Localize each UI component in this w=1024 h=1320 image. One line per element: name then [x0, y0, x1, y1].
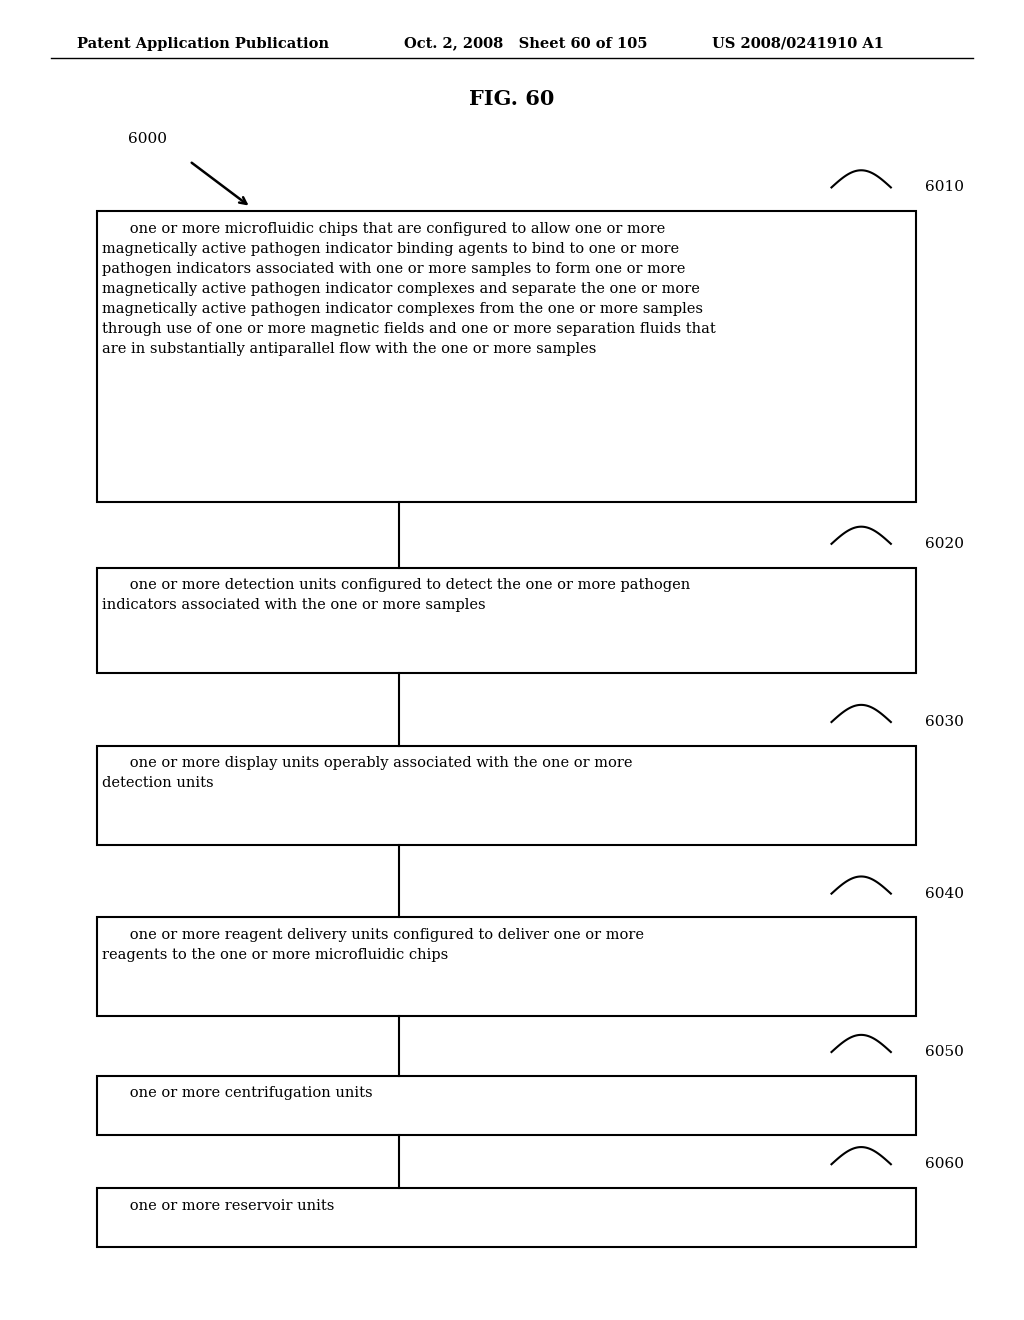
Bar	[97, 1076, 916, 1135]
Text: 6060: 6060	[925, 1158, 964, 1171]
Bar	[97, 746, 916, 845]
Text: 6040: 6040	[925, 887, 964, 900]
Text: Patent Application Publication: Patent Application Publication	[77, 37, 329, 50]
Bar	[97, 211, 916, 502]
Text: 6000: 6000	[128, 132, 167, 145]
Text: Oct. 2, 2008   Sheet 60 of 105: Oct. 2, 2008 Sheet 60 of 105	[404, 37, 648, 50]
Text: 6030: 6030	[925, 715, 964, 729]
Text: US 2008/0241910 A1: US 2008/0241910 A1	[712, 37, 884, 50]
Bar	[97, 1188, 916, 1247]
Text: 6010: 6010	[925, 181, 964, 194]
Text: one or more display units operably associated with the one or more
detection uni: one or more display units operably assoc…	[102, 756, 633, 791]
Text: one or more detection units configured to detect the one or more pathogen
indica: one or more detection units configured t…	[102, 578, 690, 612]
Text: one or more reservoir units: one or more reservoir units	[102, 1199, 335, 1213]
Text: one or more centrifugation units: one or more centrifugation units	[102, 1086, 373, 1101]
Text: one or more reagent delivery units configured to deliver one or more
reagents to: one or more reagent delivery units confi…	[102, 928, 644, 962]
Text: 6050: 6050	[925, 1045, 964, 1059]
Text: FIG. 60: FIG. 60	[469, 88, 555, 110]
Bar	[97, 917, 916, 1016]
Text: one or more microfluidic chips that are configured to allow one or more
magnetic: one or more microfluidic chips that are …	[102, 222, 716, 356]
Text: 6020: 6020	[925, 537, 964, 550]
Bar	[97, 568, 916, 673]
